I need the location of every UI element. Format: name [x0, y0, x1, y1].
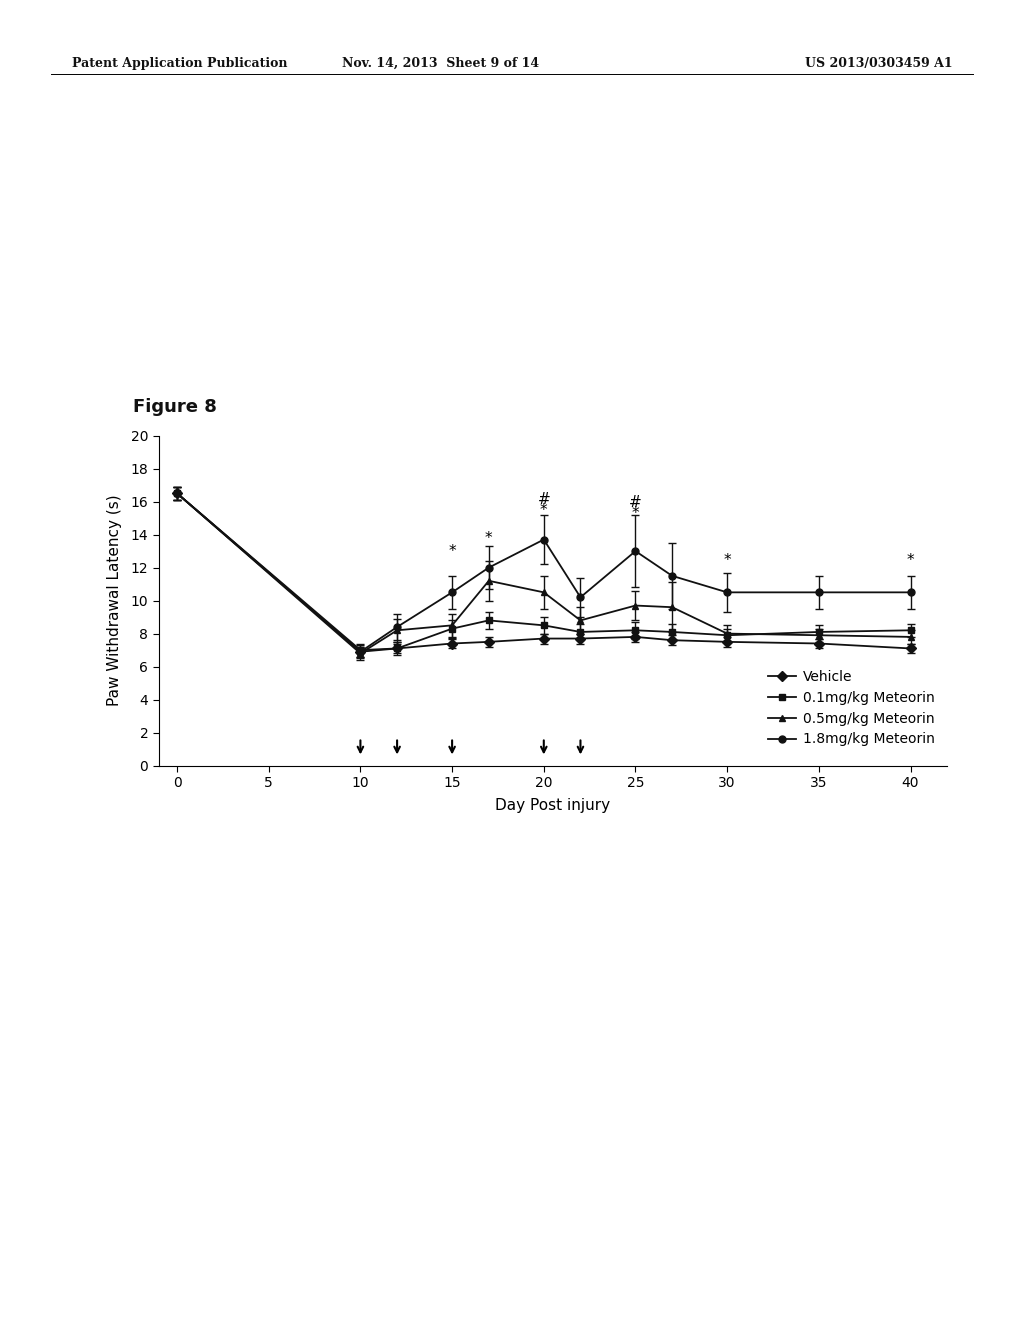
Text: *: * — [485, 531, 493, 546]
Text: *: * — [449, 544, 456, 560]
Text: #: # — [538, 491, 550, 507]
Y-axis label: Paw Withdrawal Latency (s): Paw Withdrawal Latency (s) — [108, 495, 122, 706]
Text: *: * — [540, 503, 548, 519]
Text: #: # — [629, 495, 642, 510]
Legend: Vehicle, 0.1mg/kg Meteorin, 0.5mg/kg Meteorin, 1.8mg/kg Meteorin: Vehicle, 0.1mg/kg Meteorin, 0.5mg/kg Met… — [763, 664, 940, 752]
Text: *: * — [723, 553, 731, 568]
Text: *: * — [632, 507, 639, 521]
X-axis label: Day Post injury: Day Post injury — [496, 799, 610, 813]
Text: Nov. 14, 2013  Sheet 9 of 14: Nov. 14, 2013 Sheet 9 of 14 — [342, 57, 539, 70]
Text: Patent Application Publication: Patent Application Publication — [72, 57, 287, 70]
Text: Figure 8: Figure 8 — [133, 397, 217, 416]
Text: *: * — [906, 553, 914, 568]
Text: US 2013/0303459 A1: US 2013/0303459 A1 — [805, 57, 952, 70]
